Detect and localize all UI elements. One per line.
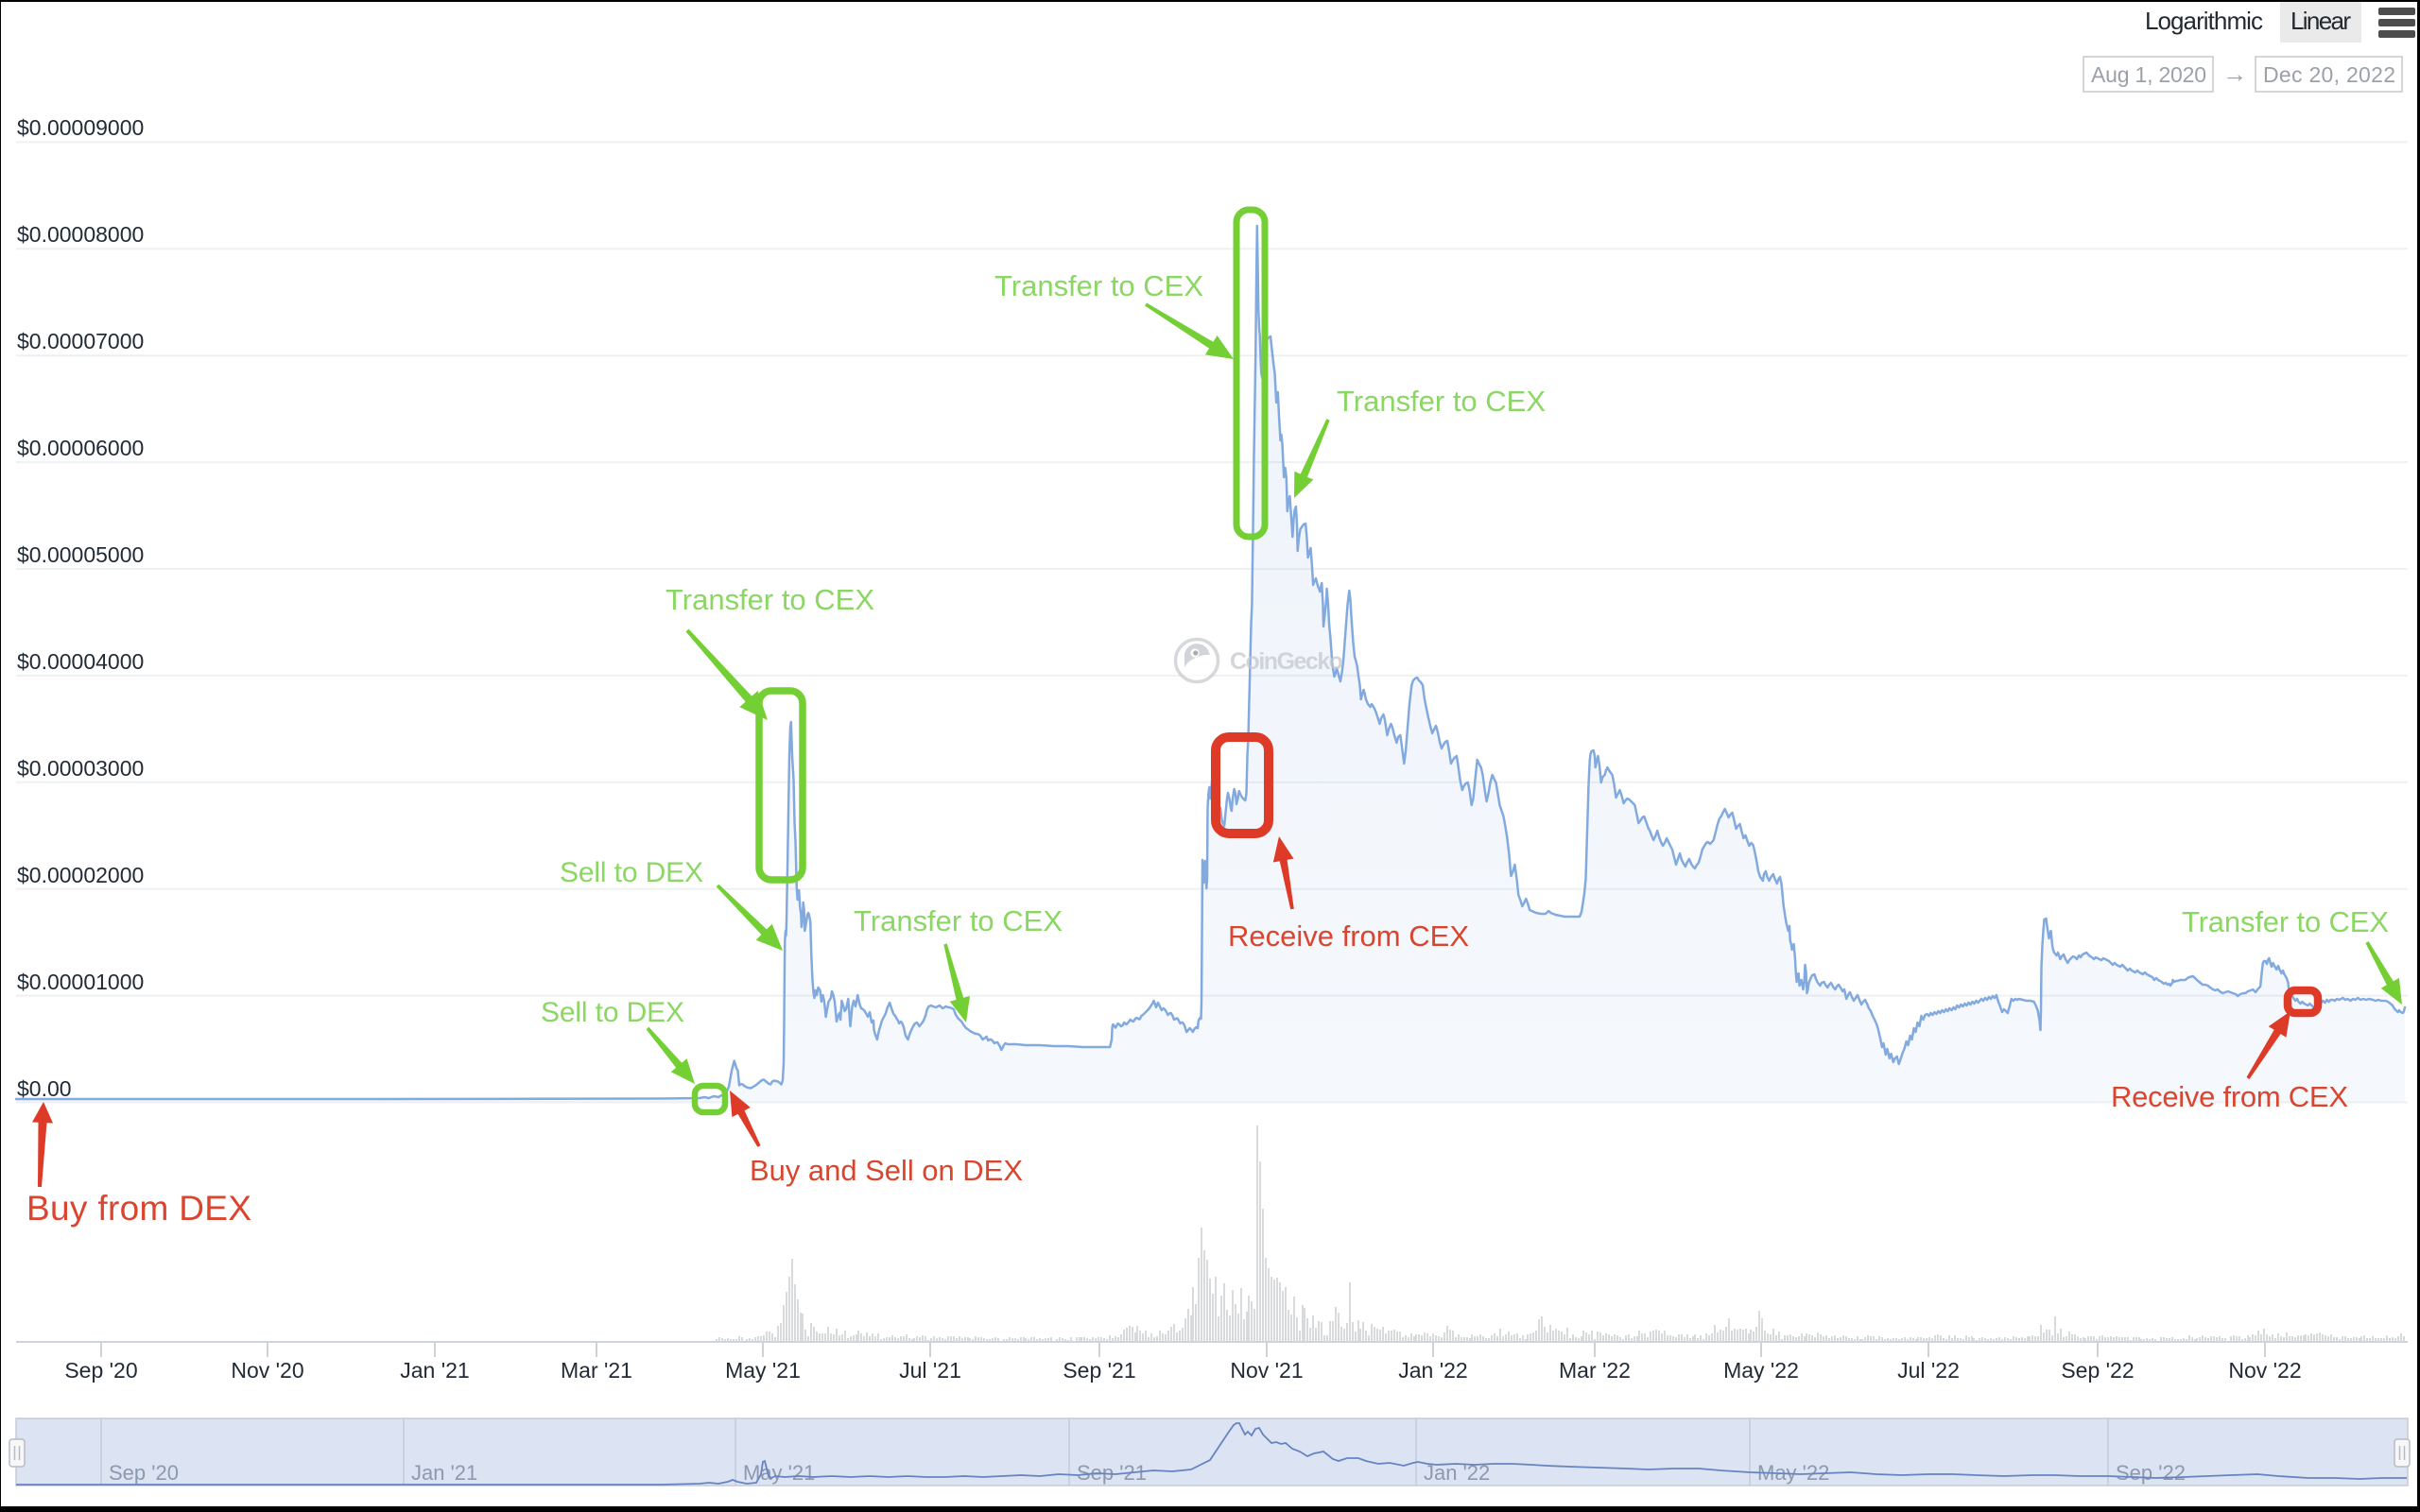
svg-text:Sep '20: Sep '20: [109, 1461, 179, 1485]
svg-text:$0.00009000: $0.00009000: [17, 115, 144, 140]
svg-text:Nov '21: Nov '21: [1230, 1358, 1303, 1383]
svg-text:Dec 20, 2022: Dec 20, 2022: [2263, 62, 2395, 87]
svg-text:$0.00005000: $0.00005000: [17, 542, 144, 567]
svg-text:$0.00007000: $0.00007000: [17, 329, 144, 353]
svg-text:May '21: May '21: [725, 1358, 801, 1383]
svg-text:→: →: [2222, 60, 2247, 88]
svg-text:Sep '22: Sep '22: [2116, 1461, 2186, 1485]
svg-text:May '22: May '22: [1723, 1358, 1799, 1383]
svg-text:Transfer to CEX: Transfer to CEX: [994, 269, 1203, 302]
svg-text:Sep '21: Sep '21: [1063, 1358, 1135, 1383]
svg-text:$0.00004000: $0.00004000: [17, 649, 144, 674]
svg-text:Sell to DEX: Sell to DEX: [560, 857, 703, 888]
svg-text:Jul '22: Jul '22: [1897, 1358, 1960, 1383]
svg-text:Nov '20: Nov '20: [231, 1358, 303, 1383]
svg-text:Receive from CEX: Receive from CEX: [2111, 1080, 2348, 1113]
svg-text:Buy from DEX: Buy from DEX: [26, 1189, 251, 1228]
svg-text:Jan '21: Jan '21: [411, 1461, 477, 1485]
svg-text:Buy and Sell on DEX: Buy and Sell on DEX: [750, 1154, 1023, 1187]
svg-text:Transfer to CEX: Transfer to CEX: [1337, 385, 1546, 418]
svg-text:Sep '22: Sep '22: [2061, 1358, 2134, 1383]
svg-text:$0.00001000: $0.00001000: [17, 970, 144, 994]
svg-text:May '21: May '21: [743, 1461, 815, 1485]
svg-text:Jan '22: Jan '22: [1398, 1358, 1467, 1383]
svg-text:$0.00002000: $0.00002000: [17, 863, 144, 887]
svg-text:Mar '22: Mar '22: [1559, 1358, 1631, 1383]
svg-text:CoinGecko: CoinGecko: [1230, 648, 1343, 675]
svg-text:Linear: Linear: [2290, 7, 2351, 35]
svg-text:$0.00: $0.00: [17, 1076, 72, 1101]
svg-text:Nov '22: Nov '22: [2228, 1358, 2301, 1383]
svg-text:Sell to DEX: Sell to DEX: [541, 997, 684, 1028]
svg-text:Transfer to CEX: Transfer to CEX: [2182, 905, 2389, 938]
svg-text:Logarithmic: Logarithmic: [2145, 7, 2263, 35]
svg-text:Jan '21: Jan '21: [400, 1358, 469, 1383]
svg-text:Receive from CEX: Receive from CEX: [1228, 919, 1469, 953]
svg-text:Sep '20: Sep '20: [64, 1358, 137, 1383]
svg-text:Transfer to CEX: Transfer to CEX: [854, 904, 1063, 937]
svg-text:Jul '21: Jul '21: [899, 1358, 961, 1383]
svg-text:Mar '21: Mar '21: [561, 1358, 632, 1383]
svg-text:$0.00003000: $0.00003000: [17, 756, 144, 781]
svg-text:Transfer to CEX: Transfer to CEX: [666, 583, 874, 616]
svg-text:Aug 1, 2020: Aug 1, 2020: [2091, 62, 2206, 87]
svg-text:$0.00008000: $0.00008000: [17, 222, 144, 247]
svg-text:$0.00006000: $0.00006000: [17, 436, 144, 460]
